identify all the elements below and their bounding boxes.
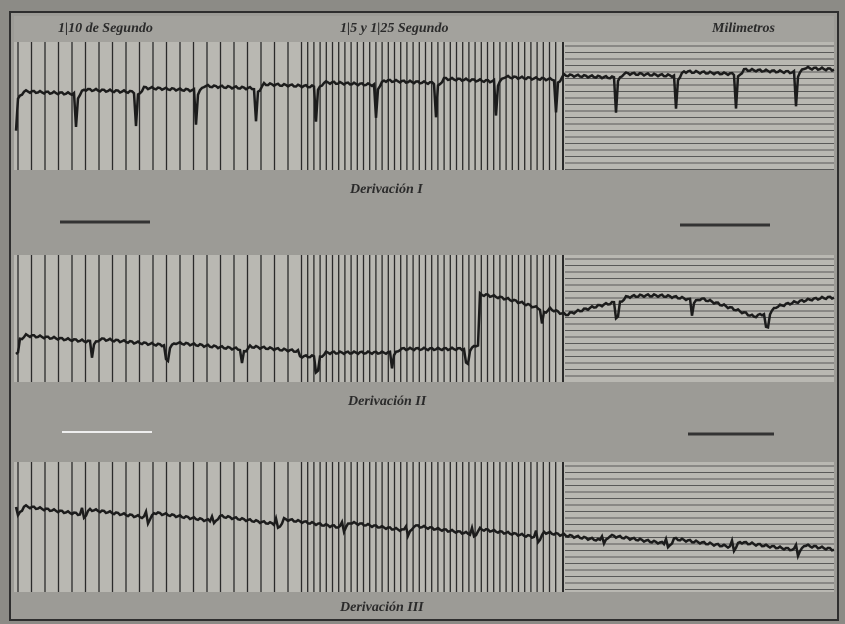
lead-label: Derivación II (347, 394, 427, 409)
header-left: 1|10 de Segundo (58, 21, 153, 36)
page: 1|10 de Segundo 1|5 y 1|25 Segundo Milim… (0, 0, 845, 624)
ecg-figure: 1|10 de Segundo 1|5 y 1|25 Segundo Milim… (0, 0, 845, 624)
header-center: 1|5 y 1|25 Segundo (340, 21, 448, 36)
header-right: Milimetros (711, 21, 776, 36)
lead-label: Derivación I (349, 182, 423, 197)
lead-label: Derivación III (339, 600, 424, 615)
